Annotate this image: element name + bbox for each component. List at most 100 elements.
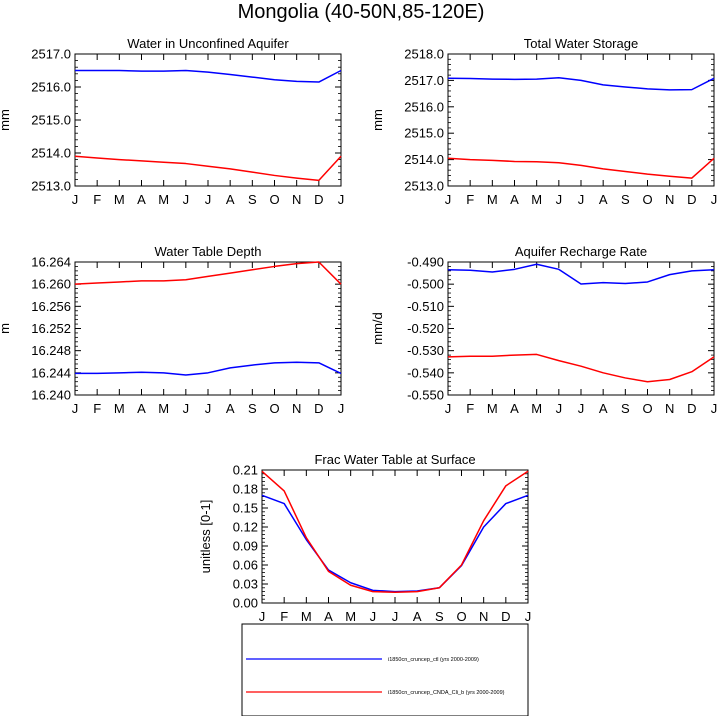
- y-tick-label: -0.490: [407, 255, 444, 270]
- x-tick-label: S: [248, 192, 257, 207]
- x-tick-label: J: [370, 609, 377, 624]
- y-tick-label: 2516.0: [31, 80, 71, 95]
- x-tick-label: A: [137, 192, 146, 207]
- y-tick-label: 16.260: [31, 277, 71, 292]
- plot-frame: [261, 469, 529, 604]
- series-line-exp: [74, 261, 342, 285]
- x-tick-label: J: [205, 401, 212, 416]
- x-tick-label: M: [345, 609, 356, 624]
- x-tick-label: M: [301, 609, 312, 624]
- x-tick-label: F: [93, 401, 101, 416]
- x-tick-label: J: [72, 401, 79, 416]
- y-tick-label: 0.18: [233, 482, 258, 497]
- plot-frame: [447, 261, 715, 396]
- y-tick-label: -0.540: [407, 365, 444, 380]
- x-tick-label: A: [510, 401, 519, 416]
- series-line-ctl: [261, 494, 529, 593]
- x-tick-label: S: [435, 609, 444, 624]
- y-tick-label: 0.09: [233, 539, 258, 554]
- y-tick-label: 2517.0: [31, 47, 71, 62]
- x-tick-label: D: [314, 192, 323, 207]
- x-tick-label: N: [292, 192, 301, 207]
- y-tick-label: 2513.0: [404, 179, 444, 194]
- x-tick-label: D: [314, 401, 323, 416]
- x-tick-label: F: [466, 192, 474, 207]
- x-tick-label: F: [280, 609, 288, 624]
- x-tick-label: A: [599, 192, 608, 207]
- y-tick-label: 2517.0: [404, 73, 444, 88]
- x-tick-label: M: [158, 192, 169, 207]
- x-tick-label: M: [487, 401, 498, 416]
- x-tick-label: J: [259, 609, 266, 624]
- chart-panel-1: Water in Unconfined Aquifer mm 2513.0 2514.…: [0, 36, 344, 207]
- y-tick-label: -0.510: [407, 299, 444, 314]
- y-tick-label: 2518.0: [404, 47, 444, 62]
- series-line-exp: [447, 157, 715, 179]
- x-tick-label: J: [556, 401, 563, 416]
- figure-title: Mongolia (40-50N,85-120E): [238, 1, 485, 23]
- y-tick-label: 16.264: [31, 255, 71, 270]
- y-tick-label: 16.252: [31, 321, 71, 336]
- legend-label-ctl: i1850cn_cruncep_ctl (yrs 2000-2009): [388, 657, 479, 663]
- y-tick-label: 0.03: [233, 577, 258, 592]
- x-tick-label: J: [445, 192, 452, 207]
- series-line-exp: [447, 353, 715, 383]
- series-line-exp: [261, 470, 529, 593]
- panel-title: Aquifer Recharge Rate: [515, 244, 647, 259]
- x-tick-label: M: [114, 192, 125, 207]
- x-tick-label: M: [531, 401, 542, 416]
- y-tick-label: 16.244: [31, 365, 71, 380]
- y-tick-label: 2515.0: [31, 113, 71, 128]
- x-tick-label: D: [501, 609, 510, 624]
- x-tick-label: N: [665, 401, 674, 416]
- y-tick-label: 0.15: [233, 501, 258, 516]
- y-tick-label: -0.530: [407, 343, 444, 358]
- panel-title: Water Table Depth: [155, 244, 262, 259]
- panel-title: Total Water Storage: [524, 36, 638, 51]
- x-tick-label: D: [687, 401, 696, 416]
- x-tick-label: J: [525, 609, 532, 624]
- x-tick-label: O: [642, 192, 652, 207]
- chart-panel-3: Water Table Depth m 16.240 16.244 16.248 16.2…: [0, 244, 344, 416]
- y-axis-label: mm: [370, 109, 385, 131]
- x-tick-label: O: [456, 609, 466, 624]
- x-tick-label: J: [72, 192, 79, 207]
- y-axis-label: mm: [0, 109, 12, 131]
- panels: Water in Unconfined Aquifer mm 2513.0 2514.…: [0, 36, 717, 624]
- x-tick-label: J: [711, 192, 718, 207]
- legend-box: [241, 623, 529, 716]
- x-tick-label: M: [114, 401, 125, 416]
- y-tick-label: 0.12: [233, 520, 258, 535]
- y-tick-label: 2514.0: [31, 146, 71, 161]
- x-tick-label: A: [413, 609, 422, 624]
- x-tick-label: A: [226, 192, 235, 207]
- y-tick-label: 2513.0: [31, 179, 71, 194]
- x-tick-label: N: [665, 192, 674, 207]
- chart-panel-2: Total Water Storage mm 2513.0 2514.0 2515.0 2…: [370, 36, 717, 207]
- x-tick-label: O: [642, 401, 652, 416]
- series-line-ctl: [75, 361, 342, 376]
- x-tick-label: J: [392, 609, 399, 624]
- x-tick-label: J: [578, 192, 585, 207]
- x-tick-label: M: [487, 192, 498, 207]
- x-tick-label: J: [556, 192, 563, 207]
- series-line-ctl: [75, 69, 342, 83]
- x-tick-label: S: [621, 192, 630, 207]
- y-tick-label: 2514.0: [404, 152, 444, 167]
- x-tick-label: O: [269, 401, 279, 416]
- y-tick-label: 0.00: [233, 596, 258, 611]
- x-tick-label: S: [621, 401, 630, 416]
- x-tick-label: N: [479, 609, 488, 624]
- panel-title: Water in Unconfined Aquifer: [127, 36, 289, 51]
- y-axis-label: m: [0, 323, 12, 334]
- x-tick-label: F: [466, 401, 474, 416]
- x-tick-label: D: [687, 192, 696, 207]
- x-tick-label: A: [599, 401, 608, 416]
- y-tick-label: 16.248: [31, 343, 71, 358]
- x-tick-label: J: [578, 401, 585, 416]
- x-tick-label: J: [183, 401, 190, 416]
- series-line-exp: [74, 155, 342, 182]
- x-tick-label: J: [445, 401, 452, 416]
- chart-panel-5: Frac Water Table at Surface unitless [0-1…: [198, 452, 531, 624]
